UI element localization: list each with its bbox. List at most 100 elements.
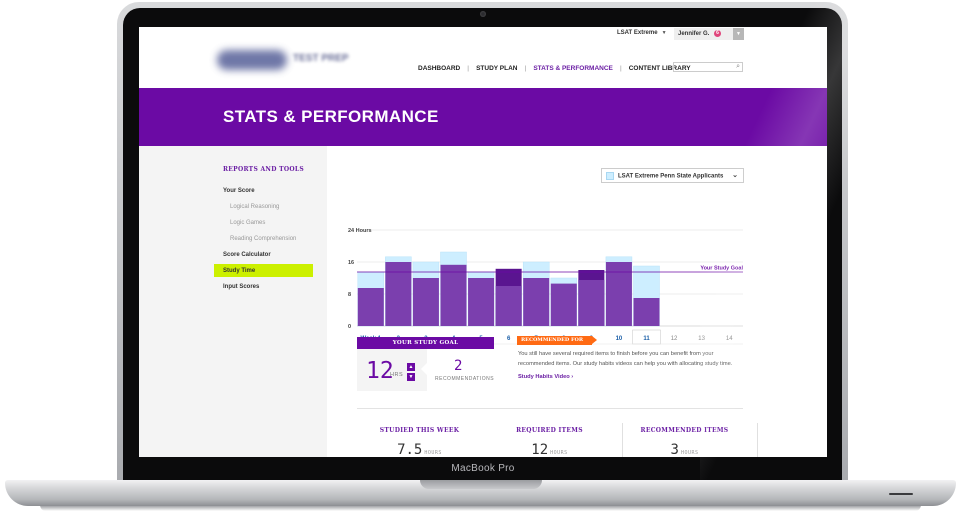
stat-value-wrap: 7.5 HOURS xyxy=(357,442,482,457)
y-tick-label: 24 Hours xyxy=(348,228,372,234)
bar-you xyxy=(633,298,660,326)
sidebar-active-highlight xyxy=(214,264,313,277)
sleep-indicator xyxy=(889,493,913,495)
bar-you xyxy=(468,278,495,326)
decrease-goal-button[interactable]: ▼ xyxy=(407,373,415,381)
nav-study-plan[interactable]: STUDY PLAN xyxy=(476,65,518,72)
stat-title: REQUIRED ITEMS xyxy=(516,427,583,434)
study-goal-unit: HRS xyxy=(390,372,404,378)
x-tick-label: 14 xyxy=(726,336,733,342)
screen: LSAT Extreme ▼ Jennifer G. 6 ▼ TEST PREP … xyxy=(139,27,827,457)
nav-stats-performance[interactable]: STATS & PERFORMANCE xyxy=(533,65,613,72)
y-tick-label: 0 xyxy=(348,324,351,330)
stat-required-items: REQUIRED ITEMS 12 HOURS xyxy=(487,427,612,457)
x-tick-label: 10 xyxy=(616,336,623,342)
y-tick-label: 16 xyxy=(348,260,354,266)
recommendations-label: RECOMMENDATIONS xyxy=(435,376,495,382)
nav-content-library[interactable]: CONTENT LIBRARY xyxy=(628,65,691,72)
nav-separator: | xyxy=(467,65,470,72)
stat-value: 3 xyxy=(670,442,679,457)
bar-you xyxy=(605,262,632,326)
sidebar-title: REPORTS AND TOOLS xyxy=(223,166,305,173)
nav-separator: | xyxy=(524,65,527,72)
user-dropdown-button[interactable]: ▼ xyxy=(733,28,744,40)
page-header-banner: STATS & PERFORMANCE xyxy=(139,88,827,146)
caret-down-icon: ▼ xyxy=(661,30,667,36)
stat-divider xyxy=(622,423,623,457)
chevron-up-icon: ▲ xyxy=(408,364,414,370)
chevron-down-icon: ⌄ xyxy=(732,172,738,179)
nav-separator: | xyxy=(619,65,622,72)
brand-logo[interactable]: TEST PREP xyxy=(217,47,349,73)
sidebar: REPORTS AND TOOLS Your Score Logical Rea… xyxy=(139,146,327,457)
chevron-down-icon: ▼ xyxy=(408,374,414,380)
logo-text: TEST PREP xyxy=(293,53,349,64)
study-goal-card: YOUR STUDY GOAL 12 HRS ▲ ▼ 2 RECOMMENDAT… xyxy=(357,337,494,391)
stat-value: 7.5 xyxy=(397,442,423,457)
study-habits-video-link[interactable]: Study Habits Video › xyxy=(518,374,574,380)
recommended-text: You still have several required items to… xyxy=(518,351,733,367)
bar-you xyxy=(550,283,577,326)
stat-studied-this-week: STUDIED THIS WEEK 7.5 HOURS xyxy=(357,427,482,457)
nav-dashboard[interactable]: DASHBOARD xyxy=(418,65,461,72)
study-goal-hours: 12 xyxy=(366,358,394,384)
stat-unit: HOURS xyxy=(550,450,568,456)
top-bar: LSAT Extreme ▼ Jennifer G. 6 ▼ xyxy=(139,27,827,41)
study-goal-header: YOUR STUDY GOAL xyxy=(357,337,494,349)
bar-you-overlap xyxy=(495,286,522,326)
sidebar-item-study-time[interactable]: Study Time xyxy=(223,268,256,274)
divider xyxy=(357,408,743,409)
sidebar-item-input-scores[interactable]: Input Scores xyxy=(223,284,260,290)
main-content: LSAT Extreme Penn State Applicants ⌄ 24 … xyxy=(327,146,827,457)
increase-goal-button[interactable]: ▲ xyxy=(407,363,415,371)
stat-unit: HOURS xyxy=(680,450,699,456)
stat-value: 12 xyxy=(531,442,549,457)
goal-line-label: Your Study Goal xyxy=(700,266,743,272)
stat-unit: HOURS xyxy=(424,450,442,456)
caret-down-icon: ▼ xyxy=(736,31,741,37)
camera-icon xyxy=(480,11,486,17)
sidebar-item-logic-games[interactable]: Logic Games xyxy=(230,220,266,226)
recommendations-panel xyxy=(421,349,494,391)
search-input[interactable] xyxy=(674,71,729,79)
y-tick-label: 8 xyxy=(348,292,351,298)
study-time-chart: 24 Hours1680Week 1234567891011121314Your… xyxy=(348,228,743,345)
search-icon[interactable]: ⌕ xyxy=(736,63,740,70)
main-nav: DASHBOARD | STUDY PLAN | STATS & PERFORM… xyxy=(411,65,698,72)
user-name: Jennifer G. xyxy=(678,31,710,38)
notification-badge[interactable]: 6 xyxy=(714,30,722,37)
bar-you-overlap xyxy=(578,280,605,326)
device-label: MacBook Pro xyxy=(451,463,515,474)
sidebar-item-score-calculator[interactable]: Score Calculator xyxy=(223,252,271,258)
laptop-notch xyxy=(420,480,542,489)
bar-you xyxy=(523,278,550,326)
stat-title: STUDIED THIS WEEK xyxy=(379,427,460,434)
x-tick-label: 12 xyxy=(671,336,678,342)
page-title: STATS & PERFORMANCE xyxy=(223,107,439,126)
search-box: ⌕ xyxy=(673,62,743,79)
course-name: LSAT Extreme xyxy=(617,30,658,36)
course-selector[interactable]: LSAT Extreme ▼ xyxy=(617,30,667,36)
comparison-label: LSAT Extreme Penn State Applicants xyxy=(618,173,724,180)
bar-you xyxy=(357,288,384,326)
x-tick-label: 6 xyxy=(507,336,511,342)
comparison-dropdown[interactable]: LSAT Extreme Penn State Applicants ⌄ xyxy=(601,168,744,183)
user-menu[interactable]: Jennifer G. 6 xyxy=(674,28,734,40)
stat-value-wrap: 12 HOURS xyxy=(487,442,612,457)
laptop-shadow xyxy=(40,505,921,511)
bar-you xyxy=(412,278,439,326)
logo-mark xyxy=(217,50,287,70)
recommended-tag: RECOMMENDED FOR YOU xyxy=(517,336,597,352)
sidebar-item-your-score[interactable]: Your Score xyxy=(223,188,255,194)
stat-title: RECOMMENDED ITEMS xyxy=(640,427,729,434)
stat-recommended-items: RECOMMENDED ITEMS 3 HOURS xyxy=(622,427,747,457)
legend-swatch xyxy=(606,172,614,180)
sidebar-item-logical-reasoning[interactable]: Logical Reasoning xyxy=(230,204,280,210)
recommendations-count[interactable]: 2 xyxy=(454,358,463,374)
x-tick-label: 13 xyxy=(698,336,705,342)
x-tick-label: 11 xyxy=(643,336,650,342)
stat-divider xyxy=(757,423,758,457)
bar-you xyxy=(440,264,467,326)
sidebar-item-reading-comprehension[interactable]: Reading Comprehension xyxy=(230,236,297,242)
